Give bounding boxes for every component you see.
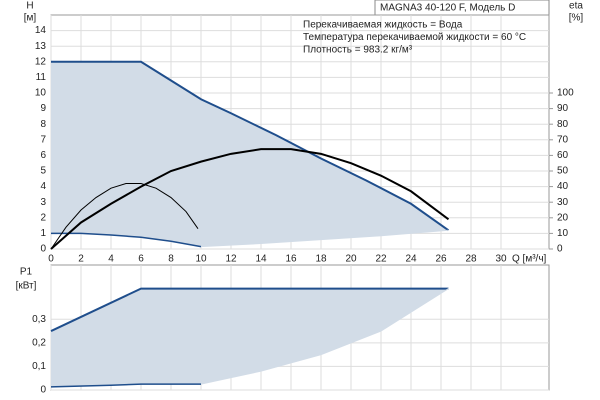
x-tick-label: 8 (168, 254, 174, 265)
y2-tick-label: 10 (557, 228, 569, 239)
series-line (200, 229, 449, 248)
y-tick-label: 0,3 (32, 314, 46, 325)
x-tick-label: 26 (435, 254, 447, 265)
x-tick-label: 14 (255, 254, 267, 265)
y-tick-label: 0,1 (32, 361, 46, 372)
y-tick-label: 1 (40, 228, 46, 239)
x-tick-label: 10 (195, 254, 207, 265)
y-tick-label: 0,2 (32, 337, 46, 348)
y2-tick-label: 30 (557, 197, 569, 208)
x-tick-label: 12 (225, 254, 237, 265)
chart-title: MAGNA3 40-120 F, Модель D (380, 3, 515, 14)
y-axis-label: H (26, 1, 33, 12)
x-axis-label: Q [м³/ч] (512, 254, 547, 265)
y2-tick-label: 100 (557, 88, 574, 99)
y-axis-unit: [кВт] (16, 281, 37, 292)
y-tick-label: 4 (40, 181, 46, 192)
y2-tick-label: 70 (557, 134, 569, 145)
y-tick-label: 8 (40, 119, 46, 130)
annotation: Перекачиваемая жидкость = Вода (303, 20, 463, 31)
annotation: Плотность = 983.2 кг/м³ (303, 45, 413, 56)
x-tick-label: 28 (465, 254, 477, 265)
y-tick-label: 13 (35, 41, 47, 52)
text-layer: 0 2 4 6 8 10 12 14 16 18 20 22 24 26 28 300123456789101… (32, 20, 574, 396)
grid-layer (50, 15, 553, 391)
series-line (51, 60, 450, 232)
series-line (50, 148, 450, 250)
y-axis-unit: [м] (24, 13, 37, 24)
y-tick-label: 6 (40, 150, 46, 161)
y-axis-label: P1 (20, 267, 33, 278)
y2-tick-label: 90 (557, 103, 569, 114)
x-tick-label: 22 (375, 254, 387, 265)
y2-tick-label: 80 (557, 119, 569, 130)
operating-range (51, 288, 449, 387)
y2-tick-label: 50 (557, 166, 569, 177)
y-tick-label: 9 (40, 103, 46, 114)
y2-tick-label: 20 (557, 212, 569, 223)
y-tick-label: 10 (35, 88, 47, 99)
annotation: Температура перекачиваемой жидкости = 60… (303, 32, 526, 43)
y2-axis-label: eta (569, 1, 583, 12)
y-tick-label: 11 (36, 72, 47, 83)
y-tick-label: 7 (40, 134, 46, 145)
x-tick-label: 16 (285, 254, 297, 265)
y2-tick-label: 40 (557, 181, 569, 192)
series-line (50, 287, 449, 332)
x-tick-label: 4 (108, 254, 114, 265)
series-line (50, 383, 201, 388)
y2-tick-label: 0 (557, 244, 563, 255)
y-tick-label: 0 (40, 244, 46, 255)
y-tick-label: 14 (35, 25, 47, 36)
series-line (50, 182, 199, 250)
data-layer (50, 60, 450, 388)
operating-range (51, 61, 449, 247)
y2-tick-label: 60 (557, 150, 569, 161)
y-tick-label: 12 (35, 56, 47, 67)
y-tick-label: 2 (40, 212, 46, 223)
x-tick-label: 6 (138, 254, 144, 265)
x-tick-label: 0 (48, 254, 54, 265)
x-tick-label: 18 (315, 254, 327, 265)
y-tick-label: 0 (40, 385, 46, 396)
x-tick-label: 20 (345, 254, 357, 265)
y2-axis-unit: [%] (569, 13, 584, 24)
y-tick-label: 5 (40, 166, 46, 177)
y-tick-label: 3 (40, 197, 46, 208)
series-line (51, 232, 202, 248)
series-line (200, 288, 449, 385)
x-tick-label: 30 (495, 254, 507, 265)
x-tick-label: 2 (78, 254, 84, 265)
x-tick-label: 24 (405, 254, 417, 265)
